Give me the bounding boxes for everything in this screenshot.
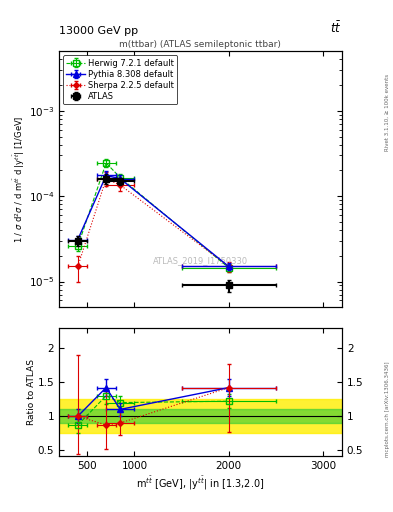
Text: 13000 GeV pp: 13000 GeV pp [59,26,138,36]
Bar [59,410,342,423]
Text: ATLAS_2019_I1750330: ATLAS_2019_I1750330 [153,257,248,266]
Text: Rivet 3.1.10, ≥ 100k events: Rivet 3.1.10, ≥ 100k events [385,74,390,151]
Text: $t\bar{t}$: $t\bar{t}$ [331,20,342,36]
Text: mcplots.cern.ch [arXiv:1306.3436]: mcplots.cern.ch [arXiv:1306.3436] [385,362,390,457]
X-axis label: m$^{t\bar{t}}$ [GeV], |y$^{t\bar{t}}$| in [1.3,2.0]: m$^{t\bar{t}}$ [GeV], |y$^{t\bar{t}}$| i… [136,475,265,492]
Y-axis label: 1 / $\sigma$ d$^2\sigma$ / d m$^{t\bar{t}}$ d |y$^{t\bar{t}}$| [1/GeV]: 1 / $\sigma$ d$^2\sigma$ / d m$^{t\bar{t… [11,115,27,243]
Text: m(ttbar) (ATLAS semileptonic ttbar): m(ttbar) (ATLAS semileptonic ttbar) [119,39,281,49]
Legend: Herwig 7.2.1 default, Pythia 8.308 default, Sherpa 2.2.5 default, ATLAS: Herwig 7.2.1 default, Pythia 8.308 defau… [63,55,177,104]
Bar [59,399,342,433]
Y-axis label: Ratio to ATLAS: Ratio to ATLAS [27,359,36,424]
